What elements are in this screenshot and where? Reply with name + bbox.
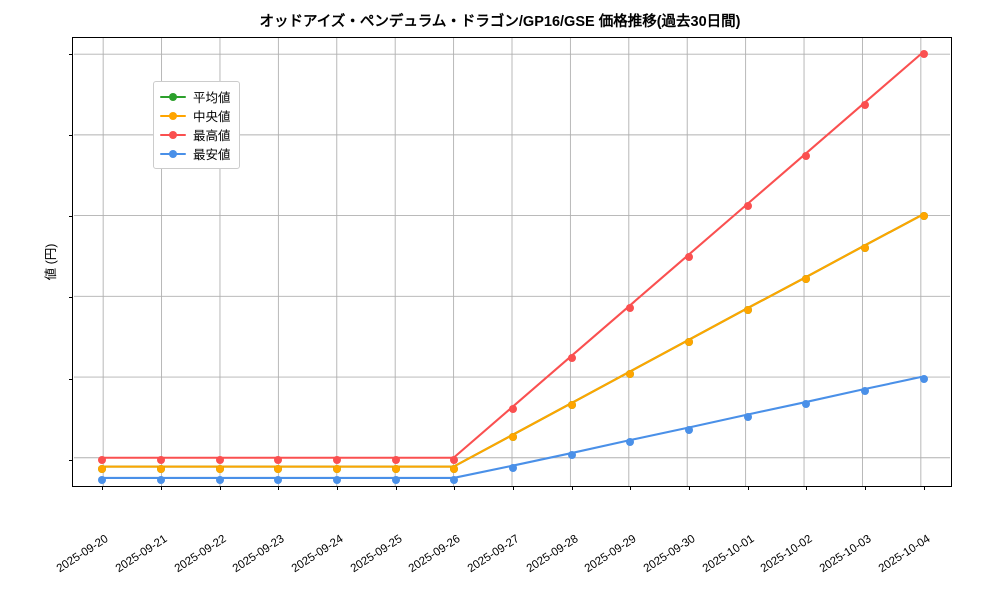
data-point [157,455,165,464]
data-point [274,464,283,473]
data-point [509,463,517,472]
data-point [215,455,224,464]
x-tick-mark [923,486,925,490]
x-tick-mark [513,486,514,490]
data-point [215,475,224,484]
x-tick-mark [337,486,338,490]
data-point [450,464,459,473]
chart-legend: 平均値中央値最高値最安値 [153,81,240,169]
data-point [861,243,869,252]
data-point [861,100,869,109]
data-point [802,400,811,409]
legend-swatch-icon [160,109,186,123]
data-point [333,455,341,464]
data-point [391,475,400,484]
x-tick-mark [278,486,280,490]
data-point [567,451,576,460]
x-tick-mark [161,486,162,490]
data-point [743,306,752,315]
data-point [391,455,400,464]
series-line-0 [102,214,922,468]
legend-item-0[interactable]: 平均値 [160,87,231,106]
data-point [685,252,693,261]
data-point [802,151,811,160]
data-point [98,455,107,464]
data-point [215,464,224,473]
data-point [626,438,635,447]
data-point [333,464,341,473]
data-point [919,212,928,221]
data-point [743,412,752,421]
data-point [450,455,459,464]
data-point [861,387,869,396]
data-point [685,425,693,434]
legend-swatch-icon [160,90,186,104]
plot-area: 6080100120140160 2025-09-202025-09-21202… [44,37,952,575]
y-tick-mark [69,135,73,137]
x-tick-mark [219,486,221,490]
legend-swatch-icon [160,128,186,142]
y-tick-mark [69,297,73,299]
data-point [509,404,517,413]
y-tick-mark [69,54,73,56]
data-point [274,475,283,484]
x-tick-mark [630,486,632,490]
data-point [98,475,107,484]
data-point [626,303,635,312]
legend-item-1[interactable]: 中央値 [160,106,231,125]
data-point [919,50,928,59]
x-tick-mark [747,486,749,490]
data-point [626,369,635,378]
data-point [157,464,165,473]
data-point [919,374,928,383]
legend-item-2[interactable]: 最高値 [160,125,231,144]
y-tick-mark [69,459,73,461]
legend-label: 最安値 [193,148,231,162]
y-tick-mark [69,378,73,380]
data-point [567,401,576,410]
data-point [333,475,341,484]
x-tick-mark [454,486,456,490]
data-point [391,464,400,473]
x-tick-mark [395,486,397,490]
data-point [98,464,107,473]
y-tick-mark [69,216,73,218]
data-point [450,475,459,484]
series-line-1 [102,214,922,468]
legend-label: 中央値 [193,110,231,124]
y-axis-label: 値 (円) [43,243,58,281]
x-tick-mark [806,486,808,490]
x-tick-mark [571,486,573,490]
legend-label: 最高値 [193,129,231,143]
data-point [685,338,693,347]
data-point [743,202,752,211]
data-point [567,354,576,363]
legend-swatch-icon [160,147,186,161]
data-point [157,475,165,484]
legend-label: 平均値 [193,91,231,105]
data-point [509,432,517,441]
legend-item-3[interactable]: 最安値 [160,144,231,163]
x-tick-mark [865,486,866,490]
data-point [274,455,283,464]
x-tick-mark [689,486,690,490]
data-point [802,275,811,284]
x-tick-mark [102,486,104,490]
chart-title: オッドアイズ・ペンデュラム・ドラゴン/GP16/GSE 価格推移(過去30日間) [259,14,741,30]
